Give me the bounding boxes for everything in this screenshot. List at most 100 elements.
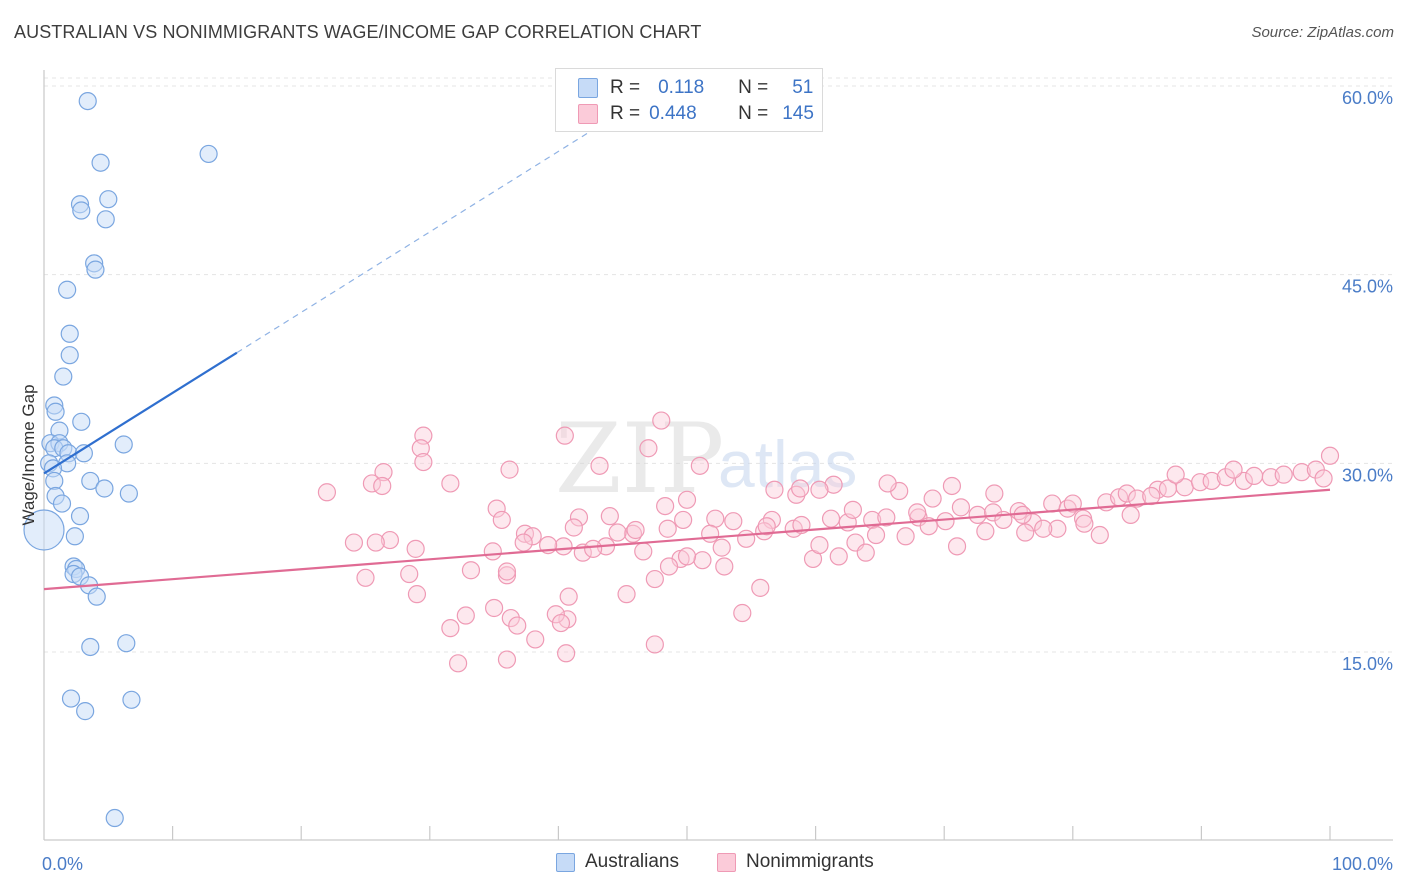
nonimmigrants-point xyxy=(366,533,385,552)
australians-point xyxy=(99,190,118,209)
australians-point xyxy=(122,690,141,709)
nonimmigrants-point xyxy=(701,524,720,543)
nonimmigrants-point xyxy=(1142,486,1161,506)
australians-point xyxy=(76,702,95,721)
nonimmigrants-point xyxy=(1048,519,1067,538)
r-label: R = xyxy=(610,103,641,124)
nonimmigrants-point xyxy=(514,533,533,552)
australians-point xyxy=(60,324,79,343)
nonimmigrants-point xyxy=(551,613,571,633)
y-tick-label: 60.0% xyxy=(1342,88,1393,108)
australians-point xyxy=(105,808,124,828)
legend-item-nonimmigrants: Nonimmigrants xyxy=(717,851,874,873)
australians-point xyxy=(96,210,115,229)
nonimmigrants-point xyxy=(555,426,574,445)
nonimmigrants-point xyxy=(487,499,506,518)
stats-legend: R = 0.118 N = 51 R = 0.448 N = 145 xyxy=(555,68,823,132)
nonimmigrants-point xyxy=(659,557,679,576)
nonimmigrants-point xyxy=(497,562,517,581)
nonimmigrants-point xyxy=(810,535,829,555)
nonimmigrants-point xyxy=(569,508,589,527)
australians-point xyxy=(45,471,64,491)
nonimmigrants-point xyxy=(706,509,725,528)
nonimmigrants-point xyxy=(407,585,427,604)
nonimmigrants-point xyxy=(461,561,481,580)
nonimmigrants-point xyxy=(1191,473,1210,492)
nonimmigrants-point xyxy=(380,530,400,550)
nonimmigrants-point xyxy=(878,474,897,493)
nonimmigrants-point xyxy=(652,411,671,430)
australians-point xyxy=(46,402,65,421)
nonimmigrants-point xyxy=(356,568,375,587)
nonimmigrants-point xyxy=(1043,494,1062,513)
australians-point xyxy=(72,412,91,431)
nonimmigrants-point xyxy=(1320,446,1340,465)
nonimmigrants-point xyxy=(483,542,502,561)
nonimmigrants-point xyxy=(1063,494,1082,513)
nonimmigrants-point xyxy=(1245,466,1264,486)
nonimmigrants-point xyxy=(968,505,987,525)
nonimmigrants-point xyxy=(411,439,430,458)
nonimmigrants-point xyxy=(400,564,419,584)
y-tick-label: 45.0% xyxy=(1342,277,1393,297)
australians-point xyxy=(81,471,100,491)
nonimmigrants-point xyxy=(677,547,697,566)
australians-point xyxy=(119,484,138,503)
nonimmigrants-point xyxy=(559,587,578,606)
australians-trend-line xyxy=(43,351,238,475)
trend-lines xyxy=(43,110,1331,591)
nonimmigrants-point xyxy=(645,635,664,654)
nonimmigrants-point xyxy=(1075,514,1094,533)
x-tick-label: 0.0% xyxy=(42,854,83,874)
nonimmigrants-point xyxy=(1202,471,1221,491)
australians-point xyxy=(78,91,97,111)
australians-point xyxy=(86,260,105,279)
australians-legend-label: Australians xyxy=(585,851,679,872)
nonimmigrants-point xyxy=(645,569,664,589)
australians-point xyxy=(58,280,77,299)
australians-point xyxy=(65,527,84,546)
nonimmigrants-point xyxy=(1121,505,1140,525)
nonimmigrants-point xyxy=(508,616,527,635)
nonimmigrants-point xyxy=(693,551,712,570)
nonimmigrants-point xyxy=(1166,465,1185,484)
x-tick-label: 100.0% xyxy=(1332,854,1393,874)
nonimmigrants-point xyxy=(317,483,337,502)
nonimmigrants-point xyxy=(751,578,770,597)
nonimmigrants-point xyxy=(485,598,504,618)
nonimmigrants-point xyxy=(626,520,645,540)
r-value: 0.448 xyxy=(649,103,697,124)
australians-point xyxy=(52,494,72,513)
nonimmigrants-point xyxy=(441,619,460,638)
nonimmigrants-point xyxy=(414,452,433,472)
nonimmigrants-point xyxy=(976,522,995,541)
australians-point xyxy=(199,144,218,164)
nonimmigrants-point xyxy=(456,606,475,625)
r-value: 0.118 xyxy=(658,77,705,98)
nonimmigrants-point xyxy=(733,603,752,623)
nonimmigrants-point xyxy=(344,533,364,552)
nonimmigrants-point xyxy=(546,605,565,624)
n-label: N = xyxy=(738,103,769,124)
nonimmigrants-point xyxy=(737,529,756,548)
nonimmigrants-point xyxy=(448,654,468,673)
nonimmigrants-points xyxy=(317,411,1340,673)
tick-labels: 15.0% 30.0% 45.0% 60.0% 0.0% 100.0% xyxy=(42,88,1393,874)
australians-points xyxy=(23,91,218,828)
nonimmigrants-legend-swatch xyxy=(717,852,736,872)
nonimmigrants-point xyxy=(617,585,636,604)
nonimmigrants-point xyxy=(1224,460,1243,479)
nonimmigrants-point xyxy=(608,523,627,542)
nonimmigrants-point xyxy=(590,456,609,475)
nonimmigrants-point xyxy=(677,490,697,509)
nonimmigrants-point xyxy=(1034,519,1053,538)
nonimmigrants-point xyxy=(951,498,971,517)
nonimmigrants-point xyxy=(523,527,542,546)
nonimmigrants-point xyxy=(715,557,734,576)
y-tick-label: 15.0% xyxy=(1342,654,1393,674)
nonimmigrants-point xyxy=(724,512,743,531)
stats-row-nonimmigrants: R = 0.448 N = 145 xyxy=(578,102,814,126)
nonimmigrants-point xyxy=(1292,463,1311,482)
nonimmigrants-point xyxy=(877,508,896,527)
